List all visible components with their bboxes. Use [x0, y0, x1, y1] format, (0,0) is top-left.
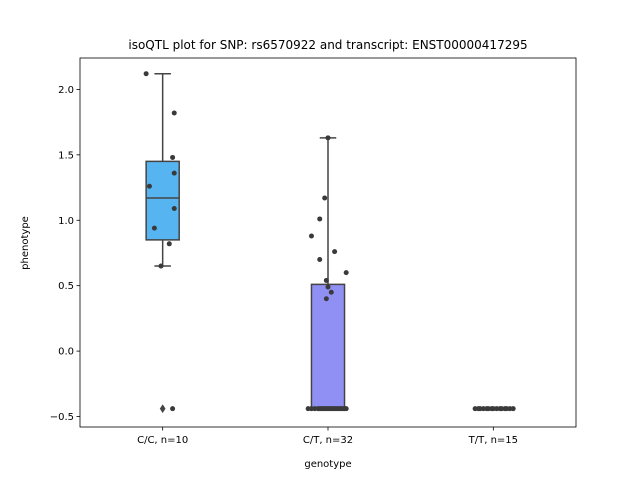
data-point: [171, 170, 177, 176]
y-tick-label: 1.5: [58, 150, 74, 161]
data-point: [308, 233, 314, 239]
y-tick-label: 2.0: [58, 85, 74, 96]
chart-title: isoQTL plot for SNP: rs6570922 and trans…: [128, 38, 527, 52]
data-point: [343, 406, 349, 412]
data-point: [143, 71, 149, 77]
data-point: [317, 216, 323, 222]
data-point: [328, 289, 334, 295]
data-point: [317, 257, 323, 263]
x-axis-label: genotype: [304, 459, 351, 470]
data-point: [171, 110, 177, 116]
plot-area: −0.5 0.0 0.5 1.0 1.5 2.0 C/C, n=10 C/T, n=32 T/T…: [50, 57, 577, 446]
box-outlier: [159, 404, 166, 414]
x-tick-label: C/T, n=32: [303, 435, 353, 446]
x-tick-label: T/T, n=15: [468, 435, 518, 446]
data-point: [323, 277, 329, 283]
data-point: [510, 406, 516, 412]
data-point: [146, 183, 152, 189]
x-tick-label: C/C, n=10: [137, 435, 188, 446]
data-point: [151, 225, 157, 231]
y-tick-label: −0.5: [50, 412, 74, 423]
data-point: [170, 154, 176, 160]
data-point: [166, 241, 172, 247]
data-point: [171, 205, 177, 211]
box-body: [310, 283, 346, 410]
data-point: [343, 270, 349, 276]
data-point: [325, 284, 331, 290]
data-point: [332, 249, 338, 255]
data-point: [323, 296, 329, 302]
data-point: [325, 135, 331, 141]
y-tick-label: 1.0: [58, 216, 74, 227]
data-point: [170, 406, 176, 412]
data-point: [322, 195, 328, 201]
data-point: [158, 263, 164, 269]
y-tick-label: 0.5: [58, 281, 74, 292]
y-tick-label: 0.0: [58, 347, 74, 358]
y-axis-label: phenotype: [20, 216, 31, 270]
